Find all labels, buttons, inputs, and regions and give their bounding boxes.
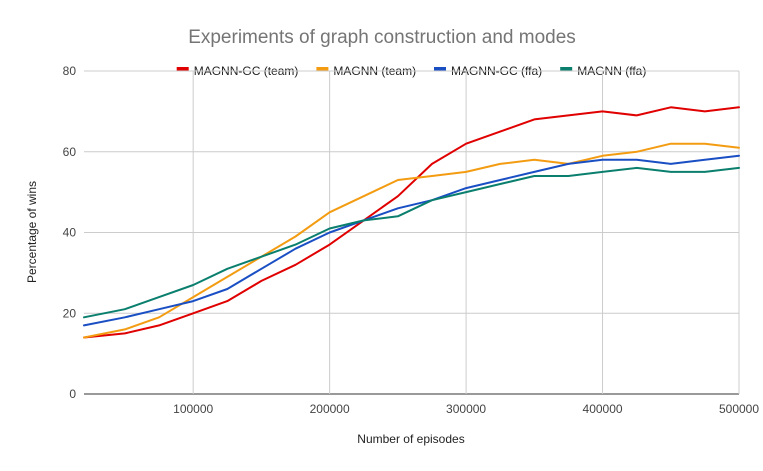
- legend-swatch: [434, 67, 446, 71]
- series-line: [83, 154, 740, 327]
- y-tick-label: 80: [63, 64, 77, 78]
- y-tick-label: 0: [69, 387, 76, 401]
- series-line: [83, 142, 740, 339]
- x-tick-label: 500000: [719, 402, 759, 416]
- series-line: [83, 106, 740, 339]
- y-tick-label: 60: [63, 145, 77, 159]
- x-tick-label: 100000: [173, 402, 213, 416]
- series-line: [83, 166, 740, 319]
- legend-swatch: [316, 67, 329, 71]
- y-axis-label: Percentage of wins: [25, 181, 39, 283]
- chart-title: Experiments of graph construction and mo…: [188, 27, 576, 48]
- x-tick-label: 200000: [310, 402, 350, 416]
- legend-swatch: [560, 67, 573, 71]
- gridlines: [84, 70, 740, 395]
- series-lines: [83, 106, 740, 339]
- x-axis-label: Number of episodes: [357, 432, 464, 446]
- legend-swatch: [176, 67, 189, 71]
- y-tick-label: 20: [63, 306, 77, 320]
- x-axis-ticks: 100000 200000 300000 400000 500000: [173, 402, 759, 416]
- y-tick-label: 40: [63, 226, 77, 240]
- y-axis-ticks: 0 20 40 60 80: [63, 64, 77, 401]
- x-tick-label: 400000: [583, 402, 623, 416]
- x-tick-label: 300000: [446, 402, 486, 416]
